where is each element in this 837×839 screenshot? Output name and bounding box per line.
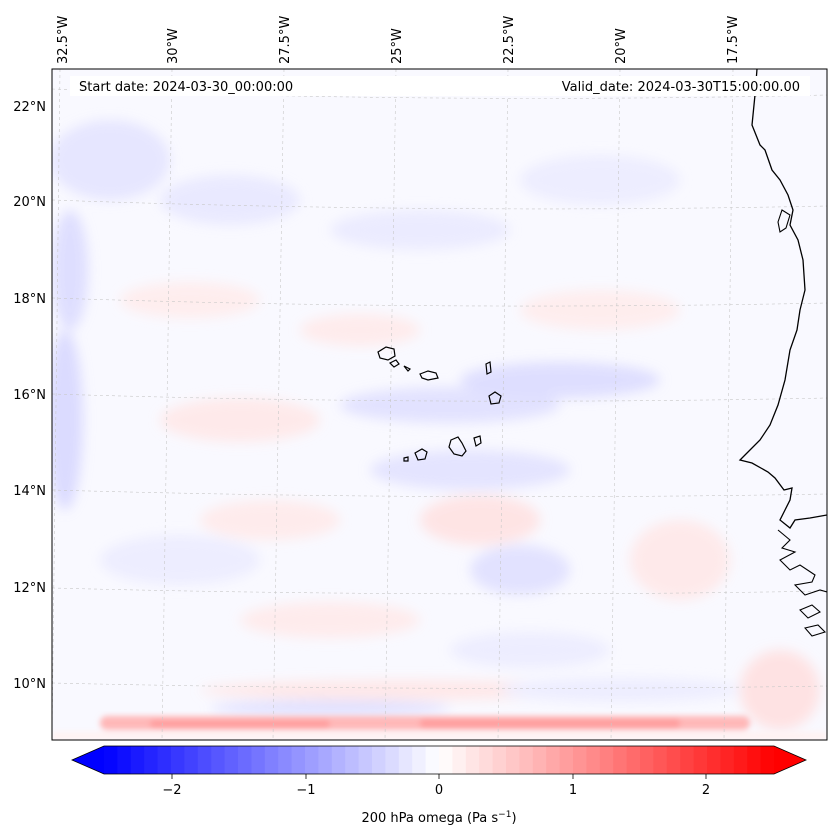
africa-coastline-south — [777, 529, 827, 637]
lat-label-14n: 14°N — [13, 484, 46, 499]
colorbar-cell — [626, 746, 641, 774]
lon-label-20w: 20°W — [614, 28, 629, 64]
lat-label-10n: 10°N — [13, 677, 46, 692]
africa-coastline — [738, 69, 827, 529]
colorbar-cell — [130, 746, 145, 774]
omega-bottom-band — [52, 716, 827, 740]
colorbar-cell — [707, 746, 721, 774]
colorbar-cell — [104, 746, 118, 774]
colorbar-cell — [251, 746, 266, 774]
lon-label-25w: 25°W — [390, 28, 405, 64]
lat-label-16n: 16°N — [13, 388, 46, 403]
start-date-label: Start date: 2024-03-30_00:00:00 — [79, 80, 293, 95]
colorbar-cell — [412, 746, 427, 774]
colorbar-cell — [546, 746, 561, 774]
colorbar-cell — [693, 746, 708, 774]
colorbar-cell — [318, 746, 333, 774]
colorbar-cell — [760, 746, 775, 774]
colorbar-cell — [331, 746, 346, 774]
colorbar-cell — [385, 746, 400, 774]
valid-date-label: Valid_date: 2024-03-30T15:00:00.00 — [562, 80, 800, 95]
colorbar-cell — [211, 746, 226, 774]
colorbar-ticks — [171, 774, 707, 779]
colorbar-title-close: ) — [511, 811, 516, 826]
colorbar-cell — [171, 746, 185, 774]
map-panel: Start date: 2024-03-30_00:00:00 Valid_da… — [52, 69, 827, 740]
colorbar-cell — [358, 746, 373, 774]
longitude-labels: 32.5°W 30°W 27.5°W 25°W 22.5°W 20°W 17.5… — [56, 16, 741, 64]
lon-label-30w: 30°W — [166, 28, 181, 64]
lat-label-20n: 20°N — [13, 195, 46, 210]
colorbar-outline — [71, 745, 807, 775]
lon-label-32-5w: 32.5°W — [56, 16, 71, 64]
colorbar-tick-label: −2 — [162, 783, 181, 798]
colorbar-cell — [425, 746, 440, 774]
colorbar-tick-label: 2 — [702, 783, 710, 798]
colorbar-cell — [599, 746, 614, 774]
colorbar-cell — [144, 746, 159, 774]
map-frame — [51, 68, 828, 741]
date-strip-background — [70, 76, 810, 96]
colorbar-cell — [291, 746, 306, 774]
colorbar-cell — [519, 746, 534, 774]
colorbar-cell — [197, 746, 212, 774]
colorbar-cell — [184, 746, 199, 774]
lon-label-27-5w: 27.5°W — [278, 16, 293, 64]
colorbar-cell — [747, 746, 762, 774]
colorbar: −2 −1 0 1 2 200 hPa omega (Pa s−1) — [71, 745, 807, 826]
colorbar-cell — [532, 746, 547, 774]
colorbar-cell — [492, 746, 507, 774]
colorbar-cell — [439, 746, 453, 774]
colorbar-cell — [345, 746, 360, 774]
colorbar-cell — [278, 746, 293, 774]
colorbar-cell — [666, 746, 681, 774]
colorbar-cell — [680, 746, 695, 774]
colorbar-cell — [465, 746, 480, 774]
lon-label-22-5w: 22.5°W — [502, 16, 517, 64]
colorbar-cell — [372, 746, 386, 774]
latitude-labels: 22°N 20°N 18°N 16°N 14°N 12°N 10°N — [13, 100, 46, 692]
omega-field — [52, 120, 820, 730]
colorbar-cell — [117, 746, 132, 774]
colorbar-cell — [573, 746, 587, 774]
colorbar-cell — [613, 746, 628, 774]
colorbar-cell — [452, 746, 467, 774]
lat-label-18n: 18°N — [13, 292, 46, 307]
colorbar-cell — [720, 746, 735, 774]
colorbar-cells — [104, 746, 775, 774]
coastal-island — [777, 209, 791, 233]
colorbar-cell — [506, 746, 520, 774]
lat-label-12n: 12°N — [13, 581, 46, 596]
colorbar-cell — [653, 746, 668, 774]
colorbar-cell — [733, 746, 748, 774]
cape-verde-islands — [377, 346, 502, 462]
colorbar-tick-label: −1 — [296, 783, 315, 798]
lat-label-22n: 22°N — [13, 100, 46, 115]
colorbar-cell — [157, 746, 172, 774]
colorbar-tick-label: 0 — [435, 783, 443, 798]
colorbar-max-extend — [774, 746, 806, 774]
colorbar-title-exponent: −1 — [498, 810, 511, 820]
colorbar-title-main: 200 hPa omega (Pa s — [361, 811, 498, 826]
colorbar-min-extend — [72, 746, 104, 774]
colorbar-cell — [640, 746, 654, 774]
colorbar-cell — [559, 746, 574, 774]
colorbar-cell — [305, 746, 319, 774]
colorbar-cell — [586, 746, 601, 774]
colorbar-tick-label: 1 — [569, 783, 577, 798]
colorbar-title: 200 hPa omega (Pa s−1) — [361, 810, 516, 826]
lon-label-17-5w: 17.5°W — [726, 16, 741, 64]
colorbar-cell — [264, 746, 279, 774]
colorbar-cell — [398, 746, 413, 774]
colorbar-cell — [238, 746, 252, 774]
colorbar-cell — [479, 746, 494, 774]
colorbar-cell — [224, 746, 239, 774]
